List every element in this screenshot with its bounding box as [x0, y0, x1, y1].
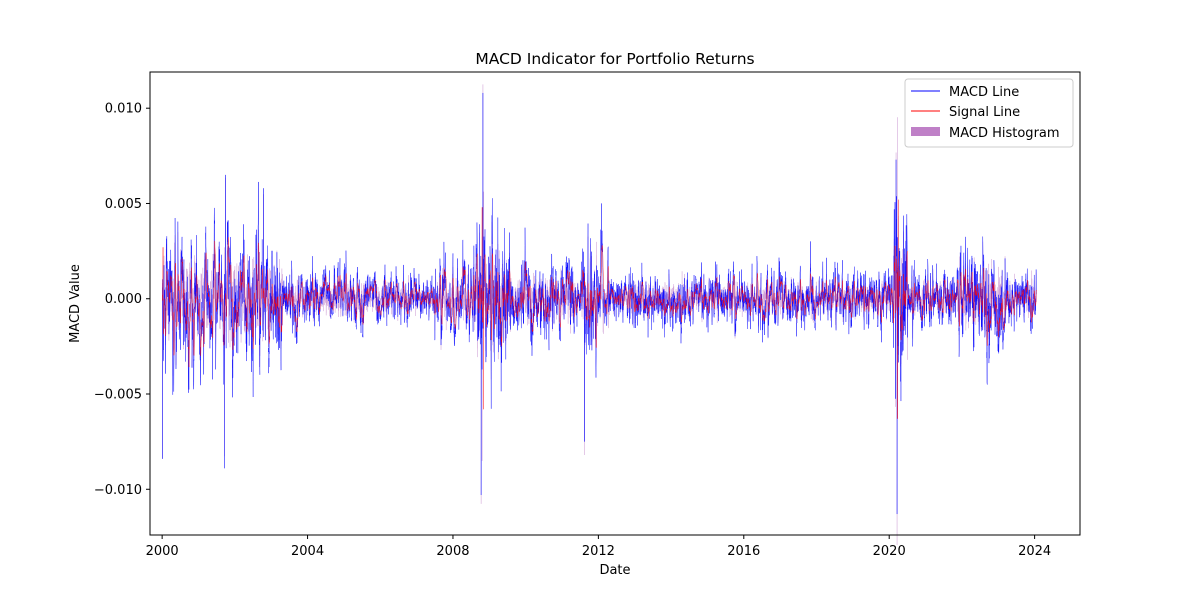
legend-histogram-label: MACD Histogram	[949, 126, 1060, 141]
series-signal-line	[162, 199, 1037, 419]
legend-histogram-swatch	[911, 127, 940, 136]
x-tick-label: 2012	[582, 544, 615, 559]
legend-macd-line-label: MACD Line	[949, 85, 1019, 100]
y-tick-label: 0.005	[105, 197, 142, 212]
x-tick-label: 2020	[873, 544, 906, 559]
x-tick-label: 2024	[1018, 544, 1051, 559]
y-tick-label: −0.010	[94, 483, 142, 498]
y-tick-label: 0.010	[105, 102, 142, 117]
x-tick-label: 2004	[291, 544, 324, 559]
legend-box	[904, 78, 1074, 148]
legend: MACD Line Signal Line MACD Histogram	[904, 78, 1074, 148]
x-axis-label: Date	[599, 563, 630, 578]
y-tick-label: −0.005	[94, 388, 142, 403]
x-tick-label: 2000	[146, 544, 179, 559]
x-tick-label: 2008	[436, 544, 469, 559]
plot-data	[162, 84, 1037, 546]
y-tick-label: 0.000	[105, 292, 142, 307]
x-tick-label: 2016	[727, 544, 760, 559]
y-axis: 0.010 0.005 0.000 −0.005 −0.010	[94, 102, 150, 498]
legend-signal-line-label: Signal Line	[949, 105, 1020, 120]
x-axis: 2000 2004 2008 2012 2016 2020 2024	[146, 535, 1051, 559]
y-axis-label: MACD Value	[68, 264, 83, 343]
plot-frame	[149, 71, 1081, 536]
chart-title: MACD Indicator for Portfolio Returns	[475, 50, 754, 68]
